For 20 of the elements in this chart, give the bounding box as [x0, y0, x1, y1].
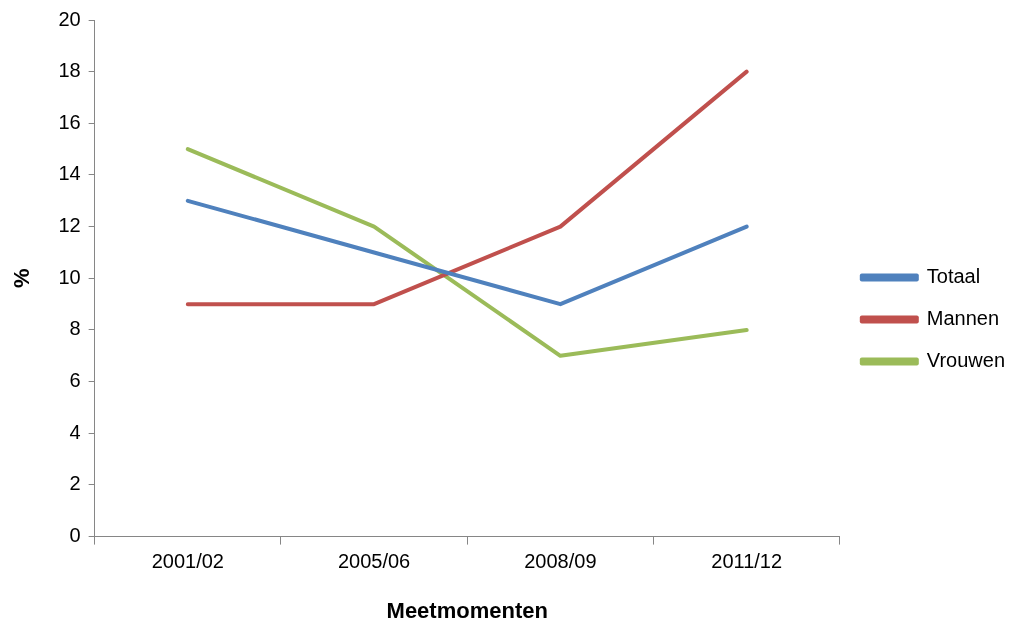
y-tick-label: 8	[69, 317, 81, 340]
y-tick-label: 0	[69, 524, 81, 547]
legend-label: Vrouwen	[926, 349, 1006, 372]
y-tick-label: 10	[58, 265, 81, 288]
y-tick-label: 20	[58, 7, 81, 30]
legend-label: Totaal	[926, 265, 981, 288]
y-axis-title: %	[9, 268, 35, 289]
y-tick-label: 12	[58, 214, 81, 237]
y-tick-label: 6	[69, 369, 81, 392]
x-tick-label: 2011/12	[711, 550, 783, 573]
legend-label: Mannen	[926, 307, 1000, 330]
x-tick-label: 2008/09	[524, 550, 597, 573]
x-axis-title: Meetmomenten	[386, 597, 548, 623]
y-tick-label: 18	[58, 59, 81, 82]
y-tick-label: 16	[58, 110, 81, 133]
y-tick-label: 14	[58, 162, 81, 185]
x-tick-label: 2005/06	[337, 550, 411, 573]
y-tick-label: 4	[69, 420, 81, 443]
y-tick-label: 2	[69, 472, 81, 495]
x-tick-label: 2001/02	[151, 550, 224, 573]
